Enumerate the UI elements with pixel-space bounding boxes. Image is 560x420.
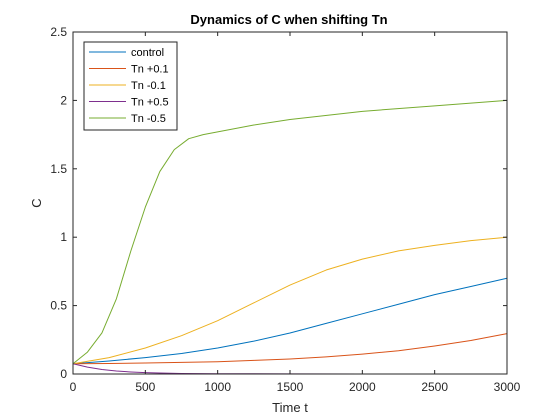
y-tick-label: 2.5 — [50, 25, 67, 39]
x-tick-label: 2500 — [421, 380, 448, 394]
y-tick-label: 2 — [60, 93, 67, 107]
y-tick-label: 1 — [60, 230, 67, 244]
x-tick-label: 3000 — [494, 380, 521, 394]
legend-entry-4: Tn +0.5 — [131, 97, 169, 109]
y-axis-label: C — [29, 198, 44, 207]
y-tick-label: 1.5 — [50, 162, 67, 176]
legend: control Tn +0.1 Tn -0.1 Tn +0.5 Tn -0.5 — [83, 41, 178, 131]
series-line-1 — [72, 277, 508, 365]
x-tick-label: 2000 — [349, 380, 376, 394]
legend-entry-2: Tn +0.1 — [131, 64, 169, 76]
y-tick-label: 0 — [60, 367, 67, 381]
series-line-2 — [72, 333, 508, 365]
x-tick-label: 0 — [70, 380, 77, 394]
legend-entry-1: control — [131, 47, 164, 59]
chart-title: Dynamics of C when shifting Tn — [190, 12, 387, 27]
y-axis: 0 0.5 1 1.5 2 2.5 — [50, 25, 507, 381]
legend-entry-5: Tn -0.5 — [131, 113, 166, 125]
series-line-5 — [72, 99, 508, 365]
x-axis: 0 500 1000 1500 2000 2500 3000 — [70, 32, 521, 394]
x-axis-label: Time t — [272, 400, 308, 415]
legend-box — [83, 41, 178, 131]
series-line-3 — [72, 236, 508, 365]
x-tick-label: 1500 — [277, 380, 304, 394]
y-tick-label: 0.5 — [50, 299, 67, 313]
legend-entry-3: Tn -0.1 — [131, 80, 166, 92]
x-tick-label: 1000 — [204, 380, 231, 394]
x-tick-label: 500 — [135, 380, 155, 394]
